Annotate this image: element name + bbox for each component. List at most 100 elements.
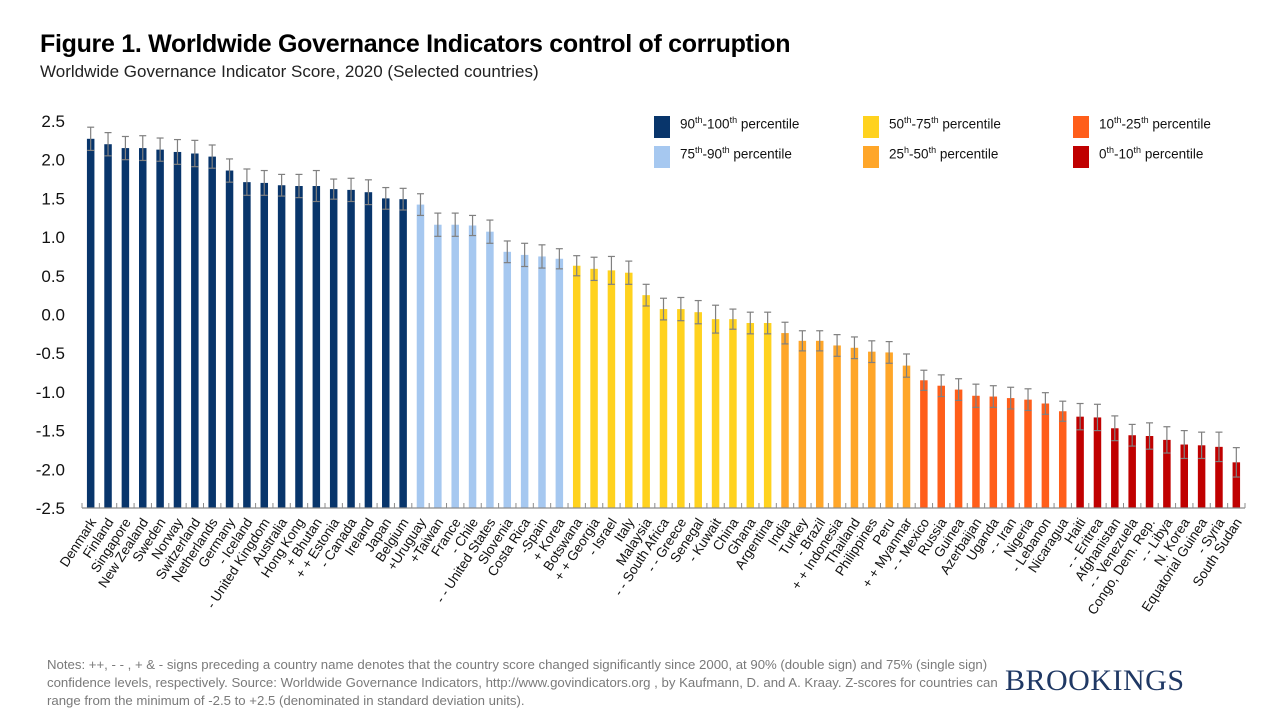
y-tick-label: 1.0	[41, 228, 65, 247]
legend-label: 0th-10th percentile	[1099, 145, 1203, 162]
bar	[382, 198, 390, 508]
chart-subtitle: Worldwide Governance Indicator Score, 20…	[40, 62, 539, 81]
bar	[677, 309, 685, 508]
legend-label-end: percentile	[938, 116, 1001, 132]
legend-label-mid: -25	[1121, 116, 1142, 132]
brookings-logo: BROOKINGS	[1005, 664, 1185, 697]
bar	[1180, 444, 1188, 508]
y-tick-label: 0.0	[41, 306, 65, 325]
bar	[711, 319, 720, 508]
chart-title: Figure 1. Worldwide Governance Indicator…	[40, 30, 791, 58]
bar	[1145, 436, 1154, 508]
legend-label-mid: -10	[1114, 146, 1134, 162]
bar	[243, 182, 251, 508]
legend-swatch	[863, 146, 879, 168]
legend-swatch	[1073, 116, 1089, 138]
bar	[885, 352, 893, 508]
legend-item-p90: 90th-100th percentile	[654, 115, 799, 138]
legend-label-mid: -100	[702, 116, 730, 132]
bar	[659, 309, 668, 508]
bar	[173, 151, 182, 508]
bar	[451, 224, 459, 508]
bar	[191, 153, 199, 508]
bar	[295, 186, 303, 509]
bar	[156, 149, 164, 508]
y-tick-label: -2.0	[36, 460, 65, 479]
bar	[989, 396, 998, 508]
legend-label-end: percentile	[737, 116, 800, 132]
bar	[434, 224, 442, 508]
y-tick-label: 1.5	[41, 189, 65, 208]
legend-label: 90th-100th percentile	[680, 115, 799, 132]
legend-item-p50: 50th-75th percentile	[863, 115, 1001, 138]
legend-label: 50th-75th percentile	[889, 115, 1001, 132]
y-tick-label: 2.0	[41, 151, 65, 170]
bar	[86, 138, 95, 508]
bar	[503, 251, 512, 508]
y-tick-label: -2.5	[36, 499, 65, 518]
chart-notes: Notes: ++, - - , + & - signs preceding a…	[47, 657, 998, 708]
bar	[694, 312, 702, 508]
bar	[642, 295, 650, 508]
legend-swatch	[1073, 146, 1089, 168]
bar	[468, 225, 477, 509]
legend-label-sup: th	[729, 115, 738, 125]
y-tick-label: -1.5	[36, 422, 65, 441]
error-bars	[87, 126, 1240, 478]
y-tick-label: 2.5	[41, 112, 65, 131]
bar	[1093, 417, 1102, 508]
bar	[312, 186, 321, 509]
bar	[520, 254, 529, 508]
bar	[1197, 445, 1206, 508]
bar	[920, 380, 928, 508]
legend-item-p0: 0th-10th percentile	[1073, 145, 1203, 168]
legend-label-sup: th	[904, 115, 912, 125]
legend-label-base: 10	[1099, 116, 1115, 132]
y-tick-label: 0.5	[41, 267, 65, 286]
y-axis: 2.5 2.0 1.5 1.0 0.5 0.0 -0.5 -1.0 -1.5 -2.0 -2.5	[36, 112, 65, 518]
bar	[1041, 403, 1050, 508]
bar	[798, 340, 807, 508]
bar-chart: 2.5 2.0 1.5 1.0 0.5 0.0 -0.5 -1.0 -1.5 -2.0 -2.5 D…	[36, 112, 1246, 617]
legend-swatch	[654, 146, 670, 168]
bar	[850, 347, 859, 508]
bar	[399, 199, 407, 508]
bar	[607, 270, 616, 508]
legend-label: 25h-50th percentile	[889, 145, 998, 162]
bar	[364, 192, 373, 508]
legend-item-p25: 25h-50th percentile	[863, 145, 998, 168]
bar	[1128, 435, 1136, 508]
legend-label-sup: th	[722, 145, 730, 155]
legend-item-p75: 75th-90th percentile	[654, 145, 792, 168]
bar	[1024, 399, 1032, 508]
legend-swatch	[863, 116, 879, 138]
bar	[347, 189, 355, 509]
legend-label-sup: th	[695, 115, 703, 125]
legend-label-mid: -75	[911, 116, 932, 132]
bar	[763, 323, 772, 508]
bar	[972, 395, 980, 508]
legend-label-sup: th	[928, 145, 937, 155]
bar	[329, 189, 338, 508]
legend-label: 75th-90th percentile	[680, 145, 792, 162]
bar	[1163, 439, 1171, 508]
y-tick-label: -0.5	[36, 344, 65, 363]
bar	[902, 365, 911, 508]
bar	[208, 156, 216, 508]
bar	[538, 256, 546, 508]
legend-label-end: percentile	[936, 146, 999, 162]
bar	[555, 258, 564, 508]
legend-label-end: percentile	[1141, 146, 1204, 162]
bar	[625, 272, 633, 508]
legend-label-sup: th	[695, 145, 703, 155]
legend-label-base: 50	[889, 116, 905, 132]
legend-label-sup: th	[931, 115, 939, 125]
legend-label-sup: h	[904, 145, 910, 155]
legend-label-sup: th	[1141, 115, 1149, 125]
bar	[746, 323, 755, 508]
bar	[260, 182, 269, 509]
bar	[833, 345, 841, 508]
bar	[1006, 398, 1015, 508]
bar	[1215, 446, 1223, 508]
